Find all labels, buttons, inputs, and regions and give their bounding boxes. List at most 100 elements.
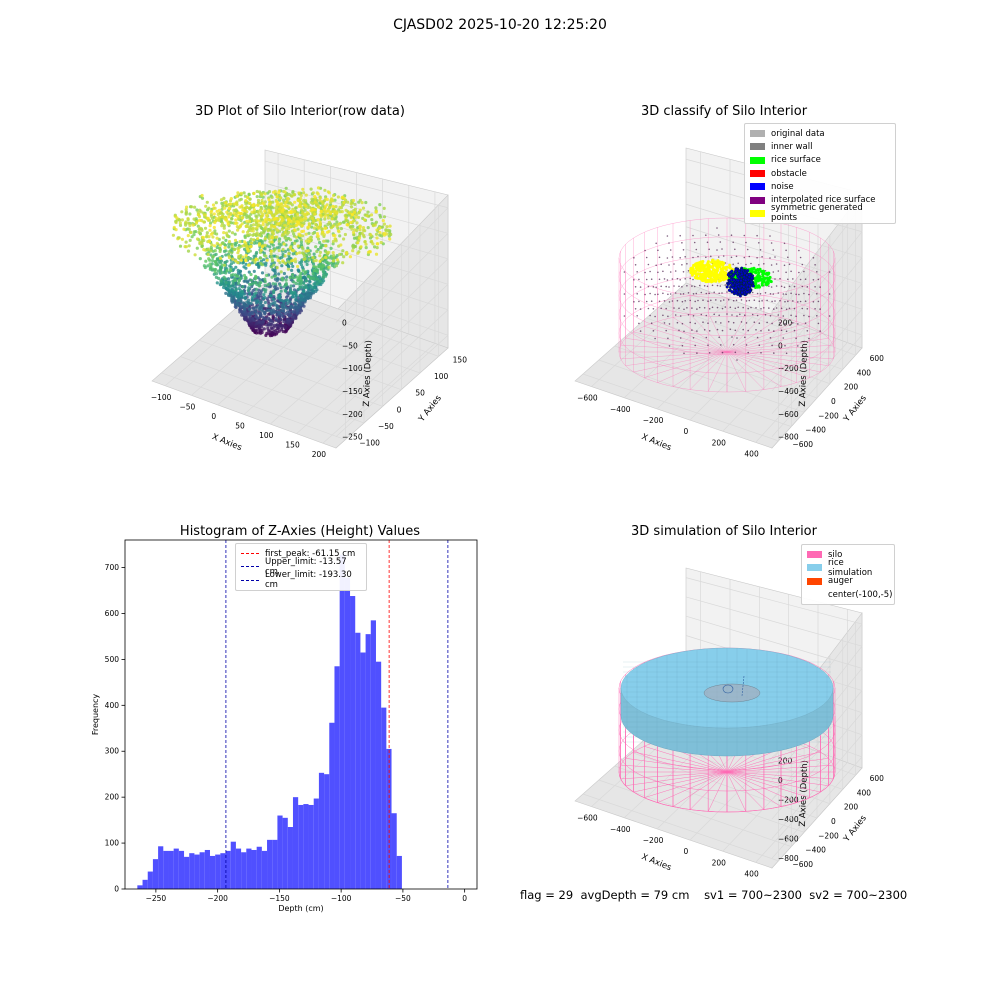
x-tick-label: 0	[211, 412, 216, 421]
avg-depth-value: avgDepth = 79 cm	[580, 888, 690, 902]
legend-swatch	[807, 551, 822, 559]
grid-x	[755, 189, 848, 443]
histogram-bar	[350, 596, 356, 889]
legend-line	[241, 579, 259, 581]
histogram-bar	[163, 850, 169, 889]
legend-line	[241, 553, 259, 555]
grid-z	[264, 249, 449, 415]
z-tick-label: −600	[778, 835, 799, 844]
panel1-3d-scatter: −100−50050100150200−100−500501001500−50−…	[151, 149, 468, 459]
x-tick-label: 200	[712, 438, 727, 447]
histogram-bar	[189, 853, 195, 889]
y-tick-label: −50	[378, 422, 394, 431]
y-tick-label: 400	[857, 368, 872, 377]
panel4-legend: silo rice simulation auger center(-100,-5)	[801, 544, 895, 606]
z-tick-label: −200	[342, 410, 363, 419]
auger-marker	[722, 684, 734, 694]
x-tick-label: −150	[269, 894, 290, 903]
status-line: flag = 29 avgDepth = 79 cm sv1 = 700~230…	[520, 888, 907, 902]
y-tick-label: −100	[359, 439, 380, 448]
histogram-bar	[329, 722, 335, 889]
panel3-histogram: −250 −200 −150 −100 −50 0 0 100 200 300 400 500 600 7…	[91, 539, 478, 913]
x-tick-label: 200	[312, 450, 327, 459]
y-tick-label: 300	[105, 747, 120, 756]
legend-swatch	[750, 209, 765, 217]
x-tick-label: −50	[180, 402, 196, 411]
legend-label: center(-100,-5)	[828, 589, 893, 600]
x-axis-label: X Axies	[640, 852, 673, 873]
y-tick-label: 0	[114, 885, 119, 894]
y-axis-label: Y Axies	[841, 393, 869, 425]
legend-item: obstacle	[750, 167, 890, 180]
grid-y	[598, 285, 792, 428]
histogram-bar	[313, 798, 319, 889]
histogram-bar	[287, 827, 293, 889]
legend-item: silo	[807, 548, 889, 561]
z-tick-label: 200	[778, 756, 793, 765]
panel2-title: 3D classify of Silo Interior	[640, 104, 808, 119]
histogram-bar	[158, 846, 164, 889]
y-tick-label: −400	[805, 846, 826, 855]
auger-line	[741, 675, 745, 697]
legend-item: first_peak: -61.15 cm	[241, 547, 361, 560]
y-axis-label: Frequency	[91, 694, 100, 736]
legend-label: Lower_limit: -193.30 cm	[265, 570, 352, 591]
histogram-bar	[370, 620, 376, 889]
panel3-title: Histogram of Z-Axies (Height) Values	[179, 524, 421, 539]
grid-y	[646, 235, 831, 385]
histogram-bar	[142, 879, 148, 889]
grid-y	[255, 204, 440, 357]
legend-label: original data	[771, 128, 825, 139]
histogram-bars	[137, 554, 402, 889]
histogram-bar	[272, 839, 278, 889]
z-tick-label: 0	[342, 318, 347, 327]
z-tick-label: −150	[342, 387, 363, 396]
legend-swatch	[750, 170, 765, 178]
legend-swatch	[750, 143, 765, 151]
x-tick-label: −200	[643, 836, 664, 845]
histogram-bar	[152, 859, 159, 889]
sv2-value: sv2 = 700~2300	[809, 888, 908, 902]
silo-front	[618, 716, 836, 813]
histogram-bar	[396, 855, 402, 889]
histogram-bar	[204, 849, 210, 889]
legend-label: auger	[828, 576, 853, 587]
panel3-legend: first_peak: -61.15 cm Upper_limit: -13.57…	[235, 543, 367, 591]
x-tick-label: 400	[744, 449, 759, 458]
legend-swatch	[750, 183, 765, 191]
histogram-bar	[147, 871, 153, 889]
histogram-bar	[308, 804, 314, 889]
x-tick-label: 0	[684, 427, 689, 436]
histogram-bar	[215, 854, 221, 889]
x-tick-label: −600	[577, 814, 598, 823]
y-tick-label: 400	[857, 788, 872, 797]
grid-x	[722, 181, 819, 432]
y-tick-label: 150	[453, 355, 468, 364]
x-tick-label: −200	[643, 416, 664, 425]
panel4-3d-simulation: −600 −400 −200 0 200 400 −600 −400 −200 0 200 400 60…	[574, 567, 884, 878]
z-tick-label: −100	[342, 364, 363, 373]
y-tick-label: 0	[397, 405, 402, 414]
grid-y	[598, 705, 792, 848]
y-tick-label: 0	[831, 397, 836, 406]
grid-x	[296, 185, 410, 434]
y-tick-label: −600	[792, 440, 813, 449]
histogram-bar	[298, 804, 304, 889]
grid-z	[264, 160, 449, 323]
histogram-bar	[173, 848, 179, 889]
panel2-3d-classify: −600 −400 −200 0 200 400 −600 −400 −200 0 200 400 60…	[574, 147, 885, 458]
x-tick-label: 400	[744, 869, 759, 878]
legend-swatch	[750, 156, 765, 164]
histogram-bar	[292, 797, 299, 889]
y-tick-label: −600	[792, 860, 813, 869]
y-axis-label: Y Axies	[841, 813, 869, 845]
histogram-bar	[168, 850, 174, 889]
y-tick-label: 0	[831, 817, 836, 826]
grid-y	[677, 201, 856, 356]
histogram-bar	[251, 849, 257, 889]
legend-label: rice surface	[771, 155, 821, 166]
y-tick-label: 600	[870, 354, 885, 363]
grid-x	[322, 191, 436, 444]
x-tick-label: −250	[146, 894, 167, 903]
legend-swatch	[807, 564, 822, 572]
